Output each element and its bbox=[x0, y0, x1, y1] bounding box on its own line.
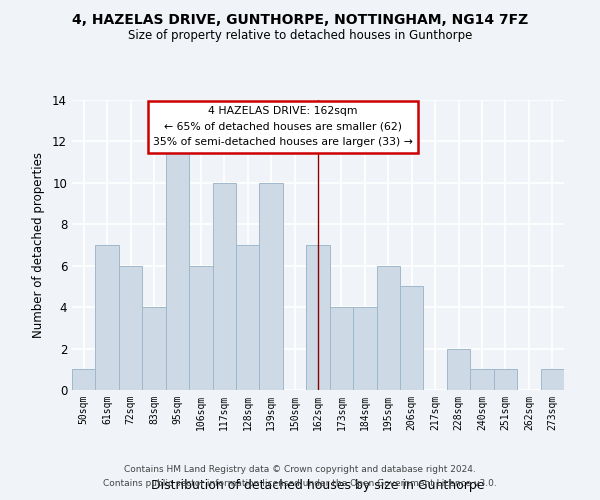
Bar bbox=[447, 348, 470, 390]
Bar bbox=[541, 370, 564, 390]
Bar bbox=[306, 245, 330, 390]
Text: 4 HAZELAS DRIVE: 162sqm
← 65% of detached houses are smaller (62)
35% of semi-de: 4 HAZELAS DRIVE: 162sqm ← 65% of detache… bbox=[153, 106, 413, 148]
Bar bbox=[166, 142, 189, 390]
X-axis label: Distribution of detached houses by size in Gunthorpe: Distribution of detached houses by size … bbox=[151, 478, 485, 492]
Text: 4, HAZELAS DRIVE, GUNTHORPE, NOTTINGHAM, NG14 7FZ: 4, HAZELAS DRIVE, GUNTHORPE, NOTTINGHAM,… bbox=[72, 12, 528, 26]
Bar bbox=[259, 183, 283, 390]
Bar bbox=[353, 307, 377, 390]
Bar bbox=[72, 370, 95, 390]
Bar bbox=[212, 183, 236, 390]
Text: Contains HM Land Registry data © Crown copyright and database right 2024.
Contai: Contains HM Land Registry data © Crown c… bbox=[103, 466, 497, 487]
Bar bbox=[236, 245, 259, 390]
Y-axis label: Number of detached properties: Number of detached properties bbox=[32, 152, 45, 338]
Bar bbox=[377, 266, 400, 390]
Bar bbox=[95, 245, 119, 390]
Bar bbox=[400, 286, 424, 390]
Bar bbox=[189, 266, 212, 390]
Bar bbox=[494, 370, 517, 390]
Bar bbox=[330, 307, 353, 390]
Bar bbox=[119, 266, 142, 390]
Bar bbox=[470, 370, 494, 390]
Text: Size of property relative to detached houses in Gunthorpe: Size of property relative to detached ho… bbox=[128, 29, 472, 42]
Bar bbox=[142, 307, 166, 390]
